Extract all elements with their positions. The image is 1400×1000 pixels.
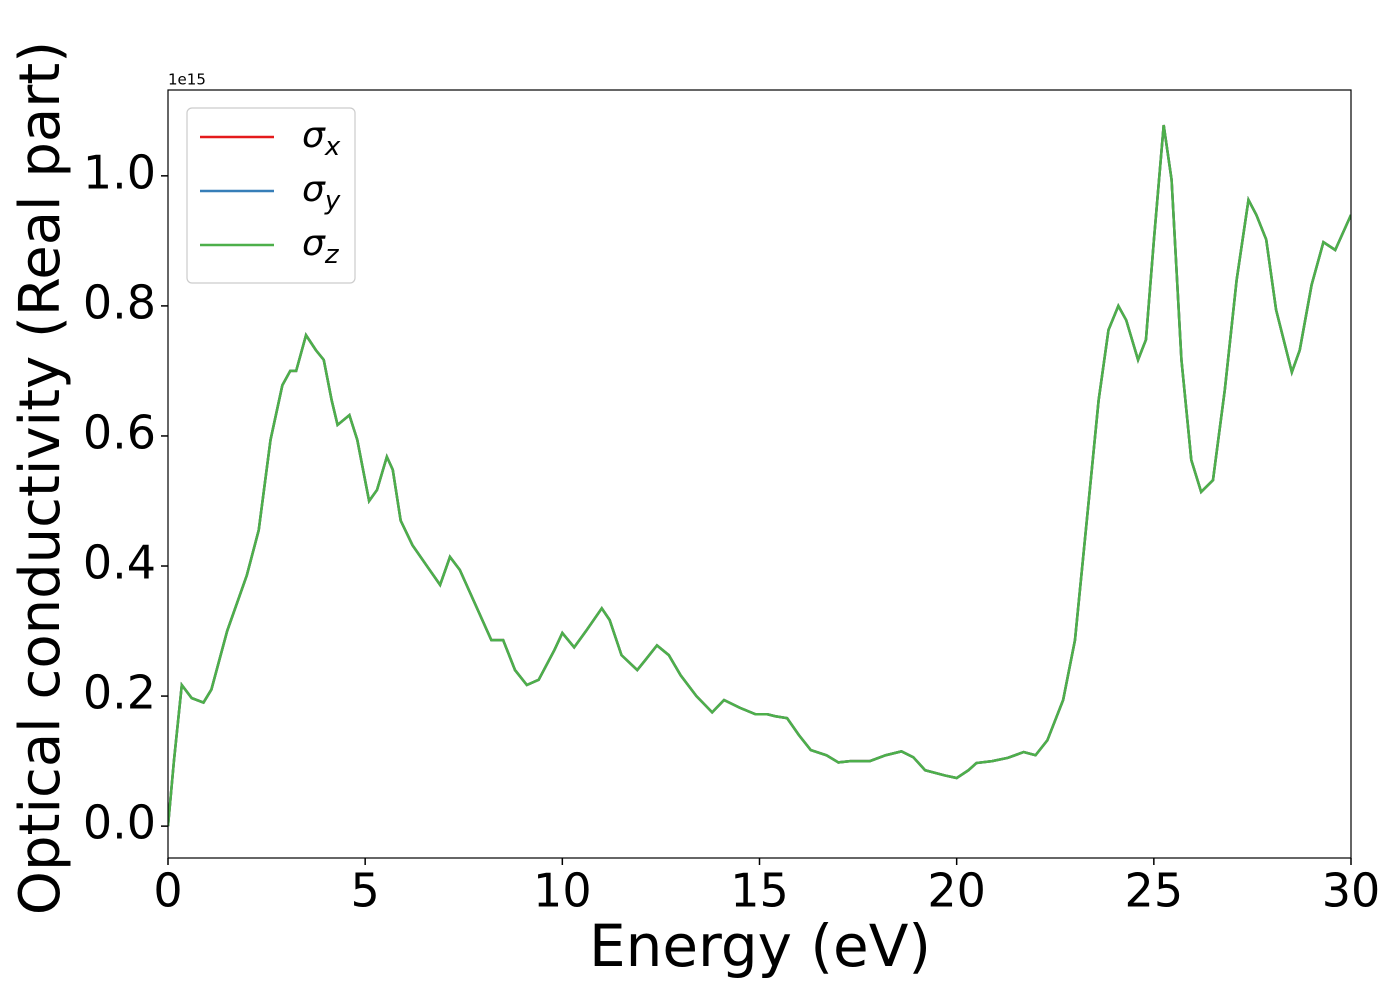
x-tick-label: 10 — [533, 864, 592, 918]
x-tick-label: 15 — [730, 864, 789, 918]
x-axis-label: Energy (eV) — [589, 912, 931, 980]
y-tick-label: 0.8 — [83, 275, 156, 329]
y-tick-label: 0.2 — [83, 666, 156, 720]
y-tick-label: 0.0 — [83, 796, 156, 850]
plot-frame — [167, 89, 1352, 859]
x-tick-label: 0 — [153, 864, 182, 918]
legend-label: σz — [302, 223, 340, 270]
x-tick-label: 25 — [1125, 864, 1184, 918]
x-tick-label: 5 — [351, 864, 380, 918]
x-tick-label: 30 — [1322, 864, 1381, 918]
line-series — [168, 124, 1351, 827]
y-offset-label: 1e15 — [168, 71, 206, 89]
legend-label: σy — [302, 169, 341, 216]
legend-box — [186, 107, 356, 284]
y-tick-label: 1.0 — [83, 145, 156, 199]
y-axis-label: Optical conductivity (Real part) — [8, 41, 73, 915]
legend-label: σx — [302, 115, 341, 162]
y-tick-label: 0.4 — [83, 536, 156, 590]
x-tick-label: 20 — [927, 864, 986, 918]
y-tick-label: 0.6 — [83, 405, 156, 459]
